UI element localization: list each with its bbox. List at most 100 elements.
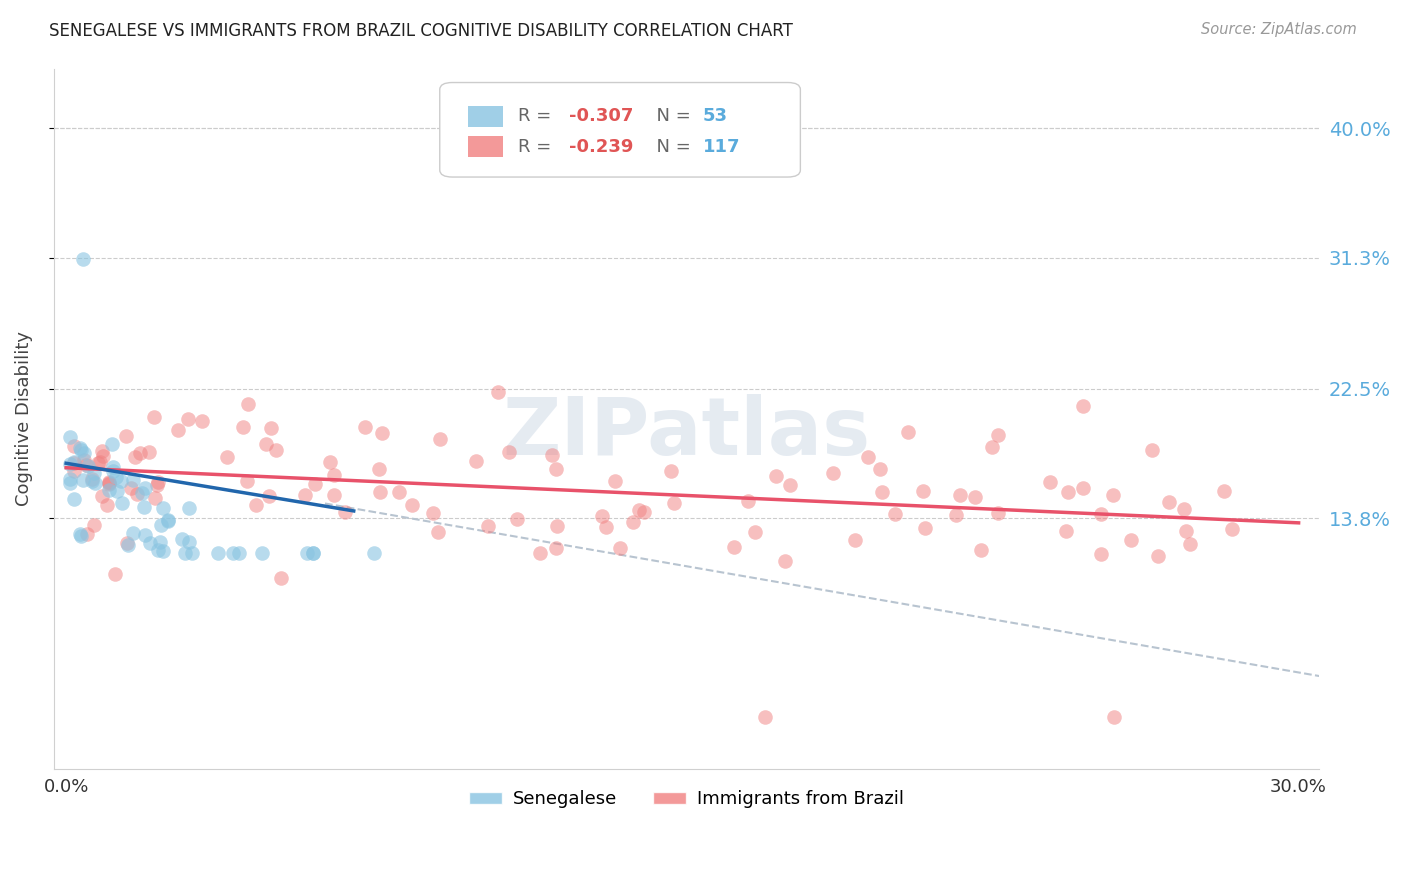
Point xyxy=(134,500,156,514)
Point xyxy=(80,472,103,486)
Point xyxy=(949,488,972,502)
Point xyxy=(659,464,682,478)
Text: R =: R = xyxy=(519,138,557,156)
Text: N =: N = xyxy=(645,138,696,156)
Point xyxy=(595,520,617,534)
Point xyxy=(662,496,685,510)
Point xyxy=(1220,522,1243,536)
Point xyxy=(544,541,567,556)
Point xyxy=(177,535,200,549)
Point xyxy=(100,437,122,451)
Point xyxy=(821,466,844,480)
Point xyxy=(217,450,239,464)
Point xyxy=(505,512,527,526)
Point xyxy=(152,501,174,516)
Point xyxy=(869,462,891,476)
Text: ZIPatlas: ZIPatlas xyxy=(502,393,870,472)
Point xyxy=(115,535,138,549)
Point xyxy=(98,476,121,491)
Point xyxy=(302,546,325,560)
Point xyxy=(76,526,98,541)
Point xyxy=(207,546,229,560)
Point xyxy=(633,505,655,519)
Point xyxy=(70,529,93,543)
Point xyxy=(69,442,91,457)
Point xyxy=(90,489,112,503)
Point xyxy=(238,397,260,411)
Text: Source: ZipAtlas.com: Source: ZipAtlas.com xyxy=(1201,22,1357,37)
Point xyxy=(146,542,169,557)
Y-axis label: Cognitive Disability: Cognitive Disability xyxy=(15,331,32,506)
Point xyxy=(371,425,394,440)
Point xyxy=(138,536,160,550)
Point xyxy=(125,487,148,501)
Point xyxy=(1140,442,1163,457)
Point xyxy=(427,524,450,539)
Point xyxy=(63,455,86,469)
Point xyxy=(122,526,145,541)
Point xyxy=(89,455,111,469)
Point xyxy=(987,506,1010,520)
Point xyxy=(754,709,776,723)
Point xyxy=(101,459,124,474)
Point xyxy=(84,475,107,490)
Point xyxy=(319,455,342,469)
Point xyxy=(143,491,166,505)
Text: 117: 117 xyxy=(703,138,741,156)
Point xyxy=(176,412,198,426)
Point xyxy=(322,467,344,482)
Point xyxy=(59,457,82,471)
Point xyxy=(150,517,173,532)
Point xyxy=(87,456,110,470)
Point xyxy=(354,419,377,434)
Point xyxy=(765,468,787,483)
Point xyxy=(222,546,245,560)
Point xyxy=(723,540,745,554)
Point xyxy=(181,546,204,560)
FancyBboxPatch shape xyxy=(440,83,800,177)
Point xyxy=(546,461,568,475)
Point xyxy=(167,423,190,437)
Point xyxy=(1157,494,1180,508)
FancyBboxPatch shape xyxy=(468,136,503,157)
Point xyxy=(368,461,391,475)
Point xyxy=(844,533,866,547)
Point xyxy=(541,448,564,462)
Point xyxy=(148,475,170,490)
Point xyxy=(1090,507,1112,521)
Point xyxy=(981,441,1004,455)
Point xyxy=(69,527,91,541)
Text: -0.307: -0.307 xyxy=(569,107,633,125)
Point xyxy=(1073,399,1095,413)
Point xyxy=(98,475,121,489)
Point xyxy=(779,477,801,491)
Point xyxy=(75,458,97,472)
Point xyxy=(591,508,613,523)
Point xyxy=(73,446,96,460)
Point xyxy=(146,478,169,492)
Point xyxy=(59,476,82,491)
Point xyxy=(111,496,134,510)
Point xyxy=(883,508,905,522)
Point xyxy=(97,476,120,491)
Text: -0.239: -0.239 xyxy=(569,138,633,156)
Point xyxy=(152,544,174,558)
Point xyxy=(177,500,200,515)
Point xyxy=(72,473,94,487)
Point xyxy=(911,484,934,499)
Point xyxy=(465,454,488,468)
Point xyxy=(117,538,139,552)
Point xyxy=(62,492,84,507)
Point xyxy=(744,525,766,540)
Point xyxy=(1174,524,1197,539)
FancyBboxPatch shape xyxy=(468,105,503,127)
Point xyxy=(1121,533,1143,547)
Point xyxy=(236,474,259,488)
Point xyxy=(1102,709,1125,723)
Point xyxy=(256,436,278,450)
Point xyxy=(63,464,86,478)
Point xyxy=(270,571,292,585)
Point xyxy=(96,498,118,512)
Point xyxy=(69,441,91,455)
Point xyxy=(83,466,105,480)
